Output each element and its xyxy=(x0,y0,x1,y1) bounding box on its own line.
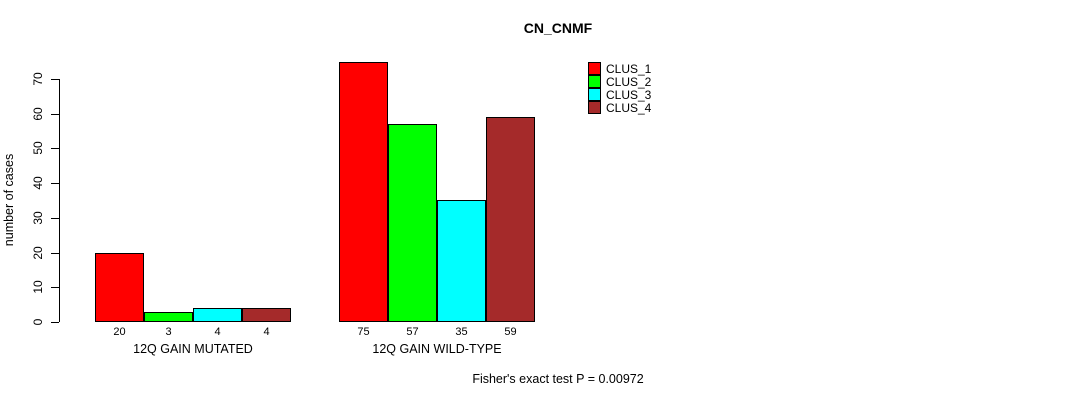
bar-value-label: 59 xyxy=(504,326,517,338)
y-tick-label: 0 xyxy=(31,318,45,326)
legend-label: CLUS_2 xyxy=(606,74,652,89)
y-tick-label: 40 xyxy=(31,176,45,190)
y-tick xyxy=(51,253,59,254)
bar-value-label: 20 xyxy=(113,326,126,338)
bar xyxy=(339,62,388,322)
bar xyxy=(193,308,242,322)
legend-label: CLUS_3 xyxy=(606,87,652,102)
legend-swatch-icon xyxy=(588,75,601,88)
y-tick-label: 30 xyxy=(31,211,45,225)
legend-label: CLUS_1 xyxy=(606,61,652,76)
y-tick-label: 60 xyxy=(31,107,45,121)
y-tick xyxy=(51,322,59,323)
y-tick-label: 70 xyxy=(31,72,45,86)
y-tick xyxy=(51,114,59,115)
y-tick xyxy=(51,148,59,149)
y-axis-line xyxy=(59,79,60,322)
y-tick-label: 10 xyxy=(31,280,45,294)
legend-swatch-icon xyxy=(588,62,601,75)
bar xyxy=(144,312,193,322)
y-tick xyxy=(51,183,59,184)
bar-value-label: 35 xyxy=(455,326,468,338)
bar xyxy=(95,253,144,322)
legend-swatch-icon xyxy=(588,101,601,114)
bar xyxy=(437,200,486,322)
bar xyxy=(486,117,535,322)
y-axis-label: number of cases xyxy=(2,153,16,247)
bar xyxy=(388,124,437,322)
legend-swatch-icon xyxy=(588,88,601,101)
bar-value-label: 75 xyxy=(357,326,370,338)
bar xyxy=(242,308,291,322)
y-tick xyxy=(51,287,59,288)
y-tick-label: 50 xyxy=(31,141,45,155)
legend-label: CLUS_4 xyxy=(606,100,652,115)
y-tick xyxy=(51,218,59,219)
group-label: 12Q GAIN MUTATED xyxy=(133,342,253,356)
legend-row: CLUS_3 xyxy=(588,87,652,102)
annotation-text: Fisher's exact test P = 0.00972 xyxy=(472,372,644,386)
bar-value-label: 57 xyxy=(406,326,419,338)
chart-title: CN_CNMF xyxy=(523,20,593,36)
legend-row: CLUS_2 xyxy=(588,74,652,89)
legend: CLUS_1 CLUS_2 CLUS_3 CLUS_4 xyxy=(588,61,652,115)
legend-row: CLUS_4 xyxy=(588,100,652,115)
bar-value-label: 4 xyxy=(214,326,221,338)
bar-value-label: 4 xyxy=(263,326,270,338)
legend-row: CLUS_1 xyxy=(588,61,652,76)
y-tick-label: 20 xyxy=(31,246,45,260)
y-tick xyxy=(51,79,59,80)
group-label: 12Q GAIN WILD-TYPE xyxy=(372,342,502,356)
bar-value-label: 3 xyxy=(165,326,172,338)
